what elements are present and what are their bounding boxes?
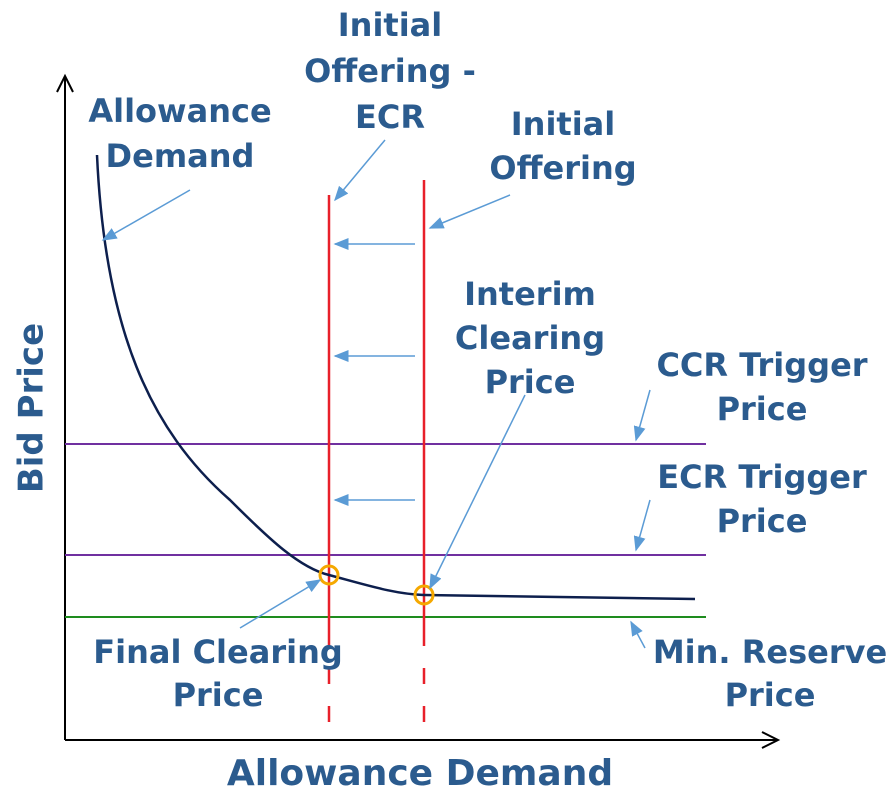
ccr-trigger-price-label: Price xyxy=(717,390,808,428)
min-reserve-price-label: Price xyxy=(725,676,816,714)
initial-offering-label: Offering xyxy=(489,149,636,187)
initial-offering-ecr-label: Initial xyxy=(338,6,442,44)
final-clearing-price-label: Final Clearing xyxy=(93,633,343,671)
price-lines xyxy=(65,443,706,618)
curve-label: Allowance xyxy=(88,92,271,130)
initial-offering-ecr-label: ECR xyxy=(355,98,425,136)
interim-clearing-price-label: Interim xyxy=(464,275,596,313)
x-axis-label: Allowance Demand xyxy=(227,753,613,791)
initial-offering-ecr-label: Offering - xyxy=(304,52,476,90)
interim-clearing-price-label: Price xyxy=(485,363,576,401)
final-clearing-price-label: Price xyxy=(173,676,264,714)
interim-clearing-price-label: Clearing xyxy=(455,319,605,357)
initial-offering-label: Initial xyxy=(511,105,615,143)
curve-label: Demand xyxy=(106,137,255,175)
callout-arrows xyxy=(101,139,651,649)
ecr-trigger-price-label: Price xyxy=(717,502,808,540)
min-reserve-price-label: Min. Reserve xyxy=(653,633,887,671)
clearing-points xyxy=(318,564,435,606)
demand-curve xyxy=(95,154,696,601)
axes xyxy=(56,73,781,749)
ecr-trigger-price-label: ECR Trigger xyxy=(657,458,867,496)
y-axis-label: Bid Price xyxy=(12,323,52,493)
offering-lines xyxy=(327,180,426,740)
ccr-trigger-price-label: CCR Trigger xyxy=(656,346,867,384)
